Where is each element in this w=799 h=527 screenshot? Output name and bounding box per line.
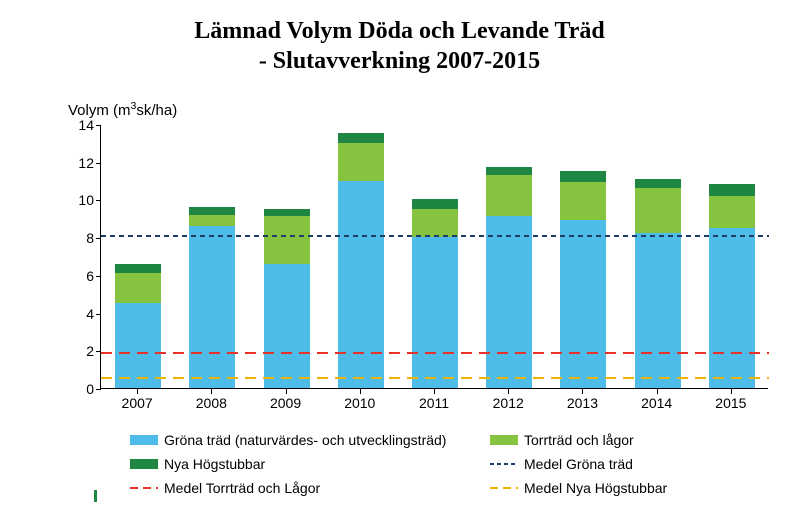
x-tick-label: 2007 <box>122 395 153 411</box>
bar-group <box>189 124 235 388</box>
bar-segment-torr <box>560 182 606 220</box>
bar-group <box>338 124 384 388</box>
y-tick-label: 4 <box>86 306 94 322</box>
legend-swatch <box>490 435 518 445</box>
bar-segment-stubb <box>412 199 458 208</box>
bar-segment-grona <box>709 228 755 388</box>
chart-title-line2: - Slutavverkning 2007-2015 <box>259 48 540 74</box>
bar-segment-stubb <box>486 167 532 175</box>
bar-segment-stubb <box>189 207 235 215</box>
legend: Gröna träd (naturvärdes- och utvecklings… <box>130 430 750 502</box>
bar-segment-torr <box>635 188 681 233</box>
y-tick-label: 10 <box>78 192 94 208</box>
bar-group <box>412 124 458 388</box>
x-tick <box>434 389 435 394</box>
bar-segment-torr <box>189 215 235 226</box>
legend-dash <box>490 487 518 489</box>
x-tick-label: 2015 <box>715 395 746 411</box>
bar-segment-torr <box>412 209 458 237</box>
legend-label: Nya Högstubbar <box>164 456 265 472</box>
legend-item: Medel Torrträd och Lågor <box>130 478 490 498</box>
bar-group <box>486 124 532 388</box>
bar-segment-stubb <box>115 264 161 273</box>
x-tick <box>286 389 287 394</box>
bar-group <box>115 124 161 388</box>
y-tick-label: 8 <box>86 230 94 246</box>
legend-item: Medel Gröna träd <box>490 454 750 474</box>
legend-label: Torrträd och lågor <box>524 432 634 448</box>
y-tick-label: 12 <box>78 155 94 171</box>
bar-segment-grona <box>189 226 235 388</box>
stray-green-mark <box>94 490 97 502</box>
bar-segment-stubb <box>635 179 681 188</box>
legend-swatch <box>130 459 158 469</box>
y-tick-label: 2 <box>86 343 94 359</box>
bar-segment-grona <box>412 237 458 388</box>
x-tick-label: 2008 <box>196 395 227 411</box>
y-tick-label: 0 <box>86 381 94 397</box>
x-tick <box>360 389 361 394</box>
bar-segment-grona <box>486 216 532 388</box>
bar-segment-grona <box>115 303 161 388</box>
y-tick-label: 6 <box>86 268 94 284</box>
x-tick <box>508 389 509 394</box>
bar-segment-torr <box>115 273 161 303</box>
x-tick-label: 2013 <box>567 395 598 411</box>
x-tick-label: 2011 <box>419 395 449 411</box>
bar-segment-torr <box>264 216 310 263</box>
x-tick-label: 2010 <box>344 395 375 411</box>
x-tick <box>731 389 732 394</box>
plot-area <box>100 125 768 389</box>
legend-label: Medel Torrträd och Lågor <box>164 480 320 496</box>
y-tick-label: 14 <box>78 117 94 133</box>
legend-dash <box>490 463 518 465</box>
bar-group <box>709 124 755 388</box>
chart-area: 02468101214 2007200820092010201120122013… <box>68 125 768 420</box>
legend-swatch <box>130 435 158 445</box>
x-tick <box>211 389 212 394</box>
bar-group <box>635 124 681 388</box>
legend-item: Gröna träd (naturvärdes- och utvecklings… <box>130 430 490 450</box>
bar-segment-stubb <box>264 209 310 217</box>
bar-segment-stubb <box>560 171 606 182</box>
bar-segment-torr <box>486 175 532 216</box>
legend-item: Nya Högstubbar <box>130 454 490 474</box>
bar-group <box>264 124 310 388</box>
chart-title: Lämnad Volym Döda och Levande Träd - Slu… <box>0 16 799 76</box>
bar-group <box>560 124 606 388</box>
legend-dash <box>130 487 158 489</box>
legend-label: Medel Nya Högstubbar <box>524 480 667 496</box>
legend-item: Medel Nya Högstubbar <box>490 478 750 498</box>
bar-segment-grona <box>264 264 310 388</box>
bar-segment-grona <box>635 233 681 388</box>
x-tick <box>137 389 138 394</box>
bar-segment-torr <box>338 143 384 181</box>
bar-segment-torr <box>709 196 755 228</box>
bar-segment-grona <box>338 181 384 388</box>
legend-label: Medel Gröna träd <box>524 456 633 472</box>
x-tick-label: 2009 <box>270 395 301 411</box>
chart-title-line1: Lämnad Volym Döda och Levande Träd <box>194 18 605 44</box>
x-tick <box>582 389 583 394</box>
x-tick-label: 2012 <box>493 395 524 411</box>
x-tick <box>657 389 658 394</box>
legend-item: Torrträd och lågor <box>490 430 750 450</box>
legend-label: Gröna träd (naturvärdes- och utvecklings… <box>164 432 446 448</box>
x-tick-label: 2014 <box>641 395 672 411</box>
bar-segment-stubb <box>709 184 755 195</box>
bar-segment-stubb <box>338 133 384 142</box>
bar-segment-grona <box>560 220 606 388</box>
